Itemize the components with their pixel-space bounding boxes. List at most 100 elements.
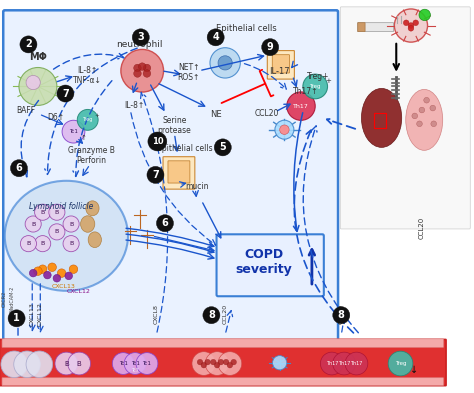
Circle shape [408, 23, 414, 28]
Circle shape [35, 235, 51, 252]
FancyBboxPatch shape [358, 23, 393, 31]
Text: CCL20: CCL20 [419, 217, 425, 239]
Circle shape [227, 362, 233, 368]
Circle shape [121, 50, 164, 92]
FancyBboxPatch shape [267, 51, 294, 79]
Text: neutrophil: neutrophil [117, 40, 163, 49]
Text: mucin: mucin [185, 182, 209, 191]
Circle shape [210, 48, 240, 78]
Circle shape [136, 353, 158, 375]
Circle shape [55, 352, 78, 375]
Circle shape [201, 362, 207, 368]
Text: MadCAM-2: MadCAM-2 [9, 286, 14, 312]
Text: Treg: Treg [395, 361, 406, 366]
Circle shape [134, 64, 141, 72]
Circle shape [124, 353, 146, 375]
Text: COPD
severity: COPD severity [236, 248, 292, 276]
Text: 7: 7 [152, 170, 159, 180]
Circle shape [275, 120, 294, 139]
Text: +: + [95, 114, 100, 118]
Text: CCL20: CCL20 [223, 304, 228, 325]
Circle shape [231, 359, 237, 365]
Circle shape [218, 352, 242, 375]
FancyBboxPatch shape [0, 340, 446, 386]
Circle shape [49, 204, 65, 220]
Circle shape [138, 63, 146, 70]
Text: IL-8↑: IL-8↑ [124, 101, 144, 110]
Text: Tc1: Tc1 [131, 361, 139, 366]
Circle shape [262, 39, 279, 56]
Text: 8: 8 [338, 310, 345, 320]
Circle shape [214, 362, 220, 368]
Circle shape [26, 75, 40, 90]
Text: CXCL13: CXCL13 [29, 303, 34, 326]
Circle shape [223, 359, 229, 365]
Text: Epithelial cells: Epithelial cells [216, 24, 277, 33]
Text: 1: 1 [13, 313, 20, 323]
Text: 4: 4 [212, 32, 219, 42]
Text: 8: 8 [208, 310, 215, 320]
Circle shape [218, 359, 224, 365]
Circle shape [419, 9, 430, 20]
Circle shape [10, 160, 27, 177]
Circle shape [112, 353, 134, 375]
Text: Tc1: Tc1 [143, 361, 151, 366]
Circle shape [143, 64, 151, 72]
Text: CXCL12: CXCL12 [38, 303, 43, 326]
Text: NET↑
ROS↑: NET↑ ROS↑ [177, 63, 200, 83]
Text: B: B [69, 241, 73, 246]
Text: Th17: Th17 [326, 361, 338, 366]
Ellipse shape [88, 232, 101, 248]
FancyBboxPatch shape [2, 339, 444, 347]
Circle shape [424, 97, 429, 103]
Text: MΦ: MΦ [29, 52, 47, 62]
Circle shape [320, 352, 343, 375]
Circle shape [205, 352, 229, 375]
Text: ↓: ↓ [410, 365, 419, 375]
Circle shape [345, 352, 368, 375]
Circle shape [14, 351, 40, 378]
Text: +: + [326, 77, 331, 84]
Text: B: B [31, 222, 35, 226]
Text: 9: 9 [267, 42, 273, 52]
FancyBboxPatch shape [340, 7, 470, 229]
Circle shape [134, 70, 141, 77]
Circle shape [210, 359, 216, 365]
FancyBboxPatch shape [272, 55, 290, 73]
Circle shape [412, 113, 418, 119]
Text: CCL20: CCL20 [339, 304, 344, 325]
Text: CCL20: CCL20 [254, 109, 279, 118]
Circle shape [205, 359, 210, 365]
Text: 6: 6 [16, 163, 22, 173]
Circle shape [38, 265, 47, 274]
FancyBboxPatch shape [168, 161, 190, 183]
Text: Tc7: Tc7 [131, 368, 139, 373]
Text: 5: 5 [219, 142, 226, 152]
Text: Serine
protease: Serine protease [157, 116, 191, 136]
Text: IL-8↑
TNF-α↓: IL-8↑ TNF-α↓ [73, 66, 102, 85]
Text: 10: 10 [152, 137, 163, 146]
Text: CXCL13: CXCL13 [52, 285, 76, 289]
Text: B: B [27, 241, 30, 246]
Circle shape [57, 269, 66, 277]
Text: ↑: ↑ [81, 134, 87, 141]
Ellipse shape [86, 201, 99, 216]
Circle shape [48, 263, 56, 272]
Circle shape [408, 26, 414, 31]
Text: B: B [64, 360, 69, 367]
Text: Epithelial cells: Epithelial cells [157, 144, 213, 153]
FancyBboxPatch shape [358, 23, 365, 31]
Ellipse shape [5, 181, 128, 291]
Circle shape [333, 307, 350, 324]
Text: Treg: Treg [310, 84, 321, 89]
Text: Lymphoid follicle: Lymphoid follicle [29, 202, 94, 211]
Text: B: B [55, 210, 59, 215]
Circle shape [62, 120, 85, 143]
Circle shape [388, 351, 413, 376]
Circle shape [68, 352, 91, 375]
Circle shape [20, 36, 37, 53]
Circle shape [34, 267, 42, 275]
Ellipse shape [81, 216, 95, 232]
Circle shape [26, 351, 53, 378]
Circle shape [147, 166, 164, 184]
